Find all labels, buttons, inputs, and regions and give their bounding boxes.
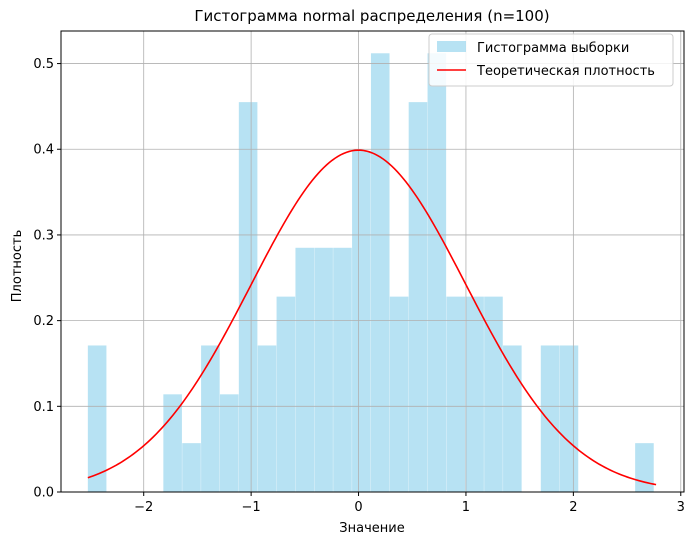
histogram-bar	[352, 150, 371, 492]
histogram-bar	[503, 345, 522, 492]
histogram-bar	[559, 345, 579, 492]
histogram-bar	[257, 345, 277, 492]
x-axis-title: Значение	[339, 521, 404, 536]
y-axis-ticks: 0.0 0.1 0.2 0.3 0.4 0.5	[33, 57, 61, 501]
legend-density-label: Теоретическая плотность	[476, 64, 655, 79]
plot-frame	[60, 30, 685, 493]
histogram-bar	[540, 345, 560, 492]
histogram-bar	[276, 296, 296, 492]
histogram-bar	[163, 394, 182, 492]
x-tick-label: −1	[242, 500, 261, 515]
legend-histogram-label: Гистограмма выборки	[477, 41, 629, 56]
legend-histogram-swatch	[437, 41, 466, 52]
histogram-bar	[408, 102, 428, 492]
chart-title: Гистограмма normal распределения (n=100)	[194, 7, 549, 25]
histogram-bar	[219, 394, 239, 492]
histogram-bar	[370, 53, 390, 492]
y-tick-label: 0.3	[33, 228, 54, 243]
histogram-bar	[238, 102, 258, 492]
histogram-bar	[333, 247, 352, 492]
histogram-bar	[295, 247, 315, 492]
y-tick-label: 0.5	[33, 57, 54, 72]
histogram-bar	[87, 345, 107, 492]
histogram-bar	[314, 247, 333, 492]
y-tick-label: 0.4	[33, 143, 54, 158]
legend-box	[428, 33, 674, 87]
x-tick-label: 2	[569, 500, 577, 515]
density-line	[87, 149, 657, 486]
y-tick-label: 0.0	[33, 486, 54, 501]
x-tick-label: 1	[462, 500, 470, 515]
x-tick-label: −2	[134, 500, 153, 515]
x-axis-ticks: −2 −1 0 1 2 3	[134, 492, 685, 515]
histogram-bar	[389, 296, 409, 492]
legend: Гистограмма выборки Теоретическая плотно…	[428, 33, 674, 87]
histogram-bar	[201, 345, 220, 492]
x-tick-label: 0	[354, 500, 362, 515]
y-tick-label: 0.2	[33, 314, 54, 329]
histogram-bar	[465, 296, 484, 492]
histogram-bar	[635, 443, 654, 492]
x-tick-label: 3	[677, 500, 685, 515]
y-tick-label: 0.1	[33, 400, 54, 415]
y-axis-title: Плотность	[10, 230, 25, 302]
histogram-bar	[446, 296, 466, 492]
histogram-bar	[427, 53, 447, 492]
histogram-bar	[182, 443, 201, 492]
